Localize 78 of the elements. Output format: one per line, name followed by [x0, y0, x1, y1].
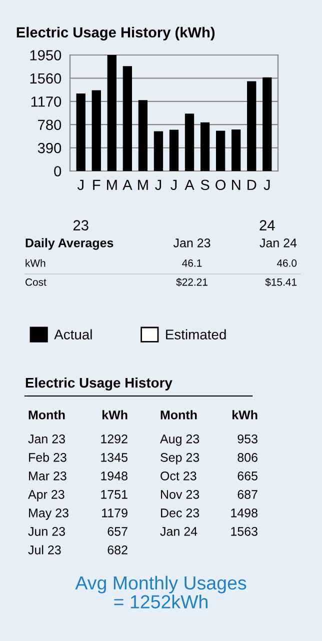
text: 687 [238, 490, 258, 499]
text: 953 [238, 434, 258, 444]
text: 23 [73, 220, 88, 230]
bar [92, 90, 101, 171]
text: 1179 [102, 508, 128, 518]
text: Daily Averages [26, 238, 114, 250]
text: 46.0 [276, 259, 297, 267]
bar [76, 93, 86, 171]
text: May 23 [29, 508, 68, 520]
bar [169, 130, 179, 171]
text: Jun 23 [28, 527, 65, 536]
x-tick-label: J [155, 180, 162, 190]
text: Apr 23 [28, 490, 64, 502]
text: Oct 23 [160, 472, 196, 480]
text: Jan 23 [28, 434, 65, 444]
chart-title: Electric Usage History (kWh) [16, 26, 215, 40]
text: 1292 [101, 434, 128, 444]
text: 1498 [231, 508, 258, 518]
x-tick-label: M [138, 180, 148, 190]
x-tick-label: J [170, 180, 177, 190]
x-tick-label: A [122, 180, 132, 190]
text: Jan 24 [160, 527, 198, 536]
x-tick-label: D [248, 180, 256, 190]
bar [138, 100, 148, 171]
text: 806 [238, 453, 258, 462]
text: 665 [238, 472, 258, 480]
text: kWh [232, 410, 258, 420]
text: Nov 23 [161, 490, 200, 499]
text: 24 [260, 220, 275, 230]
text: 1751 [101, 490, 128, 499]
bar [262, 77, 272, 171]
legend-label: Actual [54, 329, 92, 340]
text: Jan 24 [260, 238, 297, 248]
text: Month [28, 410, 65, 420]
bar [200, 122, 210, 171]
bar [247, 81, 256, 171]
text: Electric Usage History [26, 377, 172, 391]
x-tick-label: S [200, 180, 210, 190]
text: 1563 [231, 527, 258, 536]
y-tick-label: 0 [54, 166, 62, 176]
y-tick-label: 1560 [30, 73, 62, 84]
x-tick-label: A [184, 180, 194, 190]
y-tick-label: 390 [38, 142, 62, 154]
x-tick-label: J [264, 180, 270, 190]
bar [216, 130, 226, 171]
y-tick-label: 780 [38, 120, 62, 130]
text: Cost [26, 278, 46, 286]
text: 1948 [101, 472, 128, 480]
text: 46.1 [182, 259, 202, 267]
text: Jan 23 [173, 238, 210, 248]
bar [107, 55, 116, 171]
bar [122, 66, 132, 171]
text: 657 [108, 527, 128, 536]
bar [232, 129, 241, 171]
text: Aug 23 [160, 434, 200, 446]
text: Feb 23 [29, 452, 66, 462]
text: Month [160, 410, 197, 420]
text: Dec 23 [161, 508, 200, 518]
text: Mar 23 [29, 472, 66, 480]
text: Jul 23 [28, 545, 61, 554]
legend-label: Estimated [166, 329, 226, 340]
bar [154, 131, 164, 171]
text: Avg Monthly Usages = 1252kWh [75, 576, 246, 608]
x-tick-label: M [107, 180, 117, 190]
x-tick-label: F [93, 180, 100, 190]
text: $22.21 [176, 278, 208, 286]
y-tick-label: 1950 [30, 50, 62, 60]
text: Sep 23 [160, 453, 200, 464]
text: 1345 [101, 453, 128, 462]
text: kWh [102, 410, 128, 420]
text: kWh [26, 259, 46, 267]
text: 682 [108, 546, 128, 554]
x-tick-label: J [77, 180, 84, 190]
x-tick-label: O [216, 180, 226, 190]
y-tick-label: 1170 [31, 96, 62, 107]
x-tick-label: N [232, 180, 240, 190]
bar [184, 114, 194, 171]
text: $15.41 [265, 278, 296, 286]
